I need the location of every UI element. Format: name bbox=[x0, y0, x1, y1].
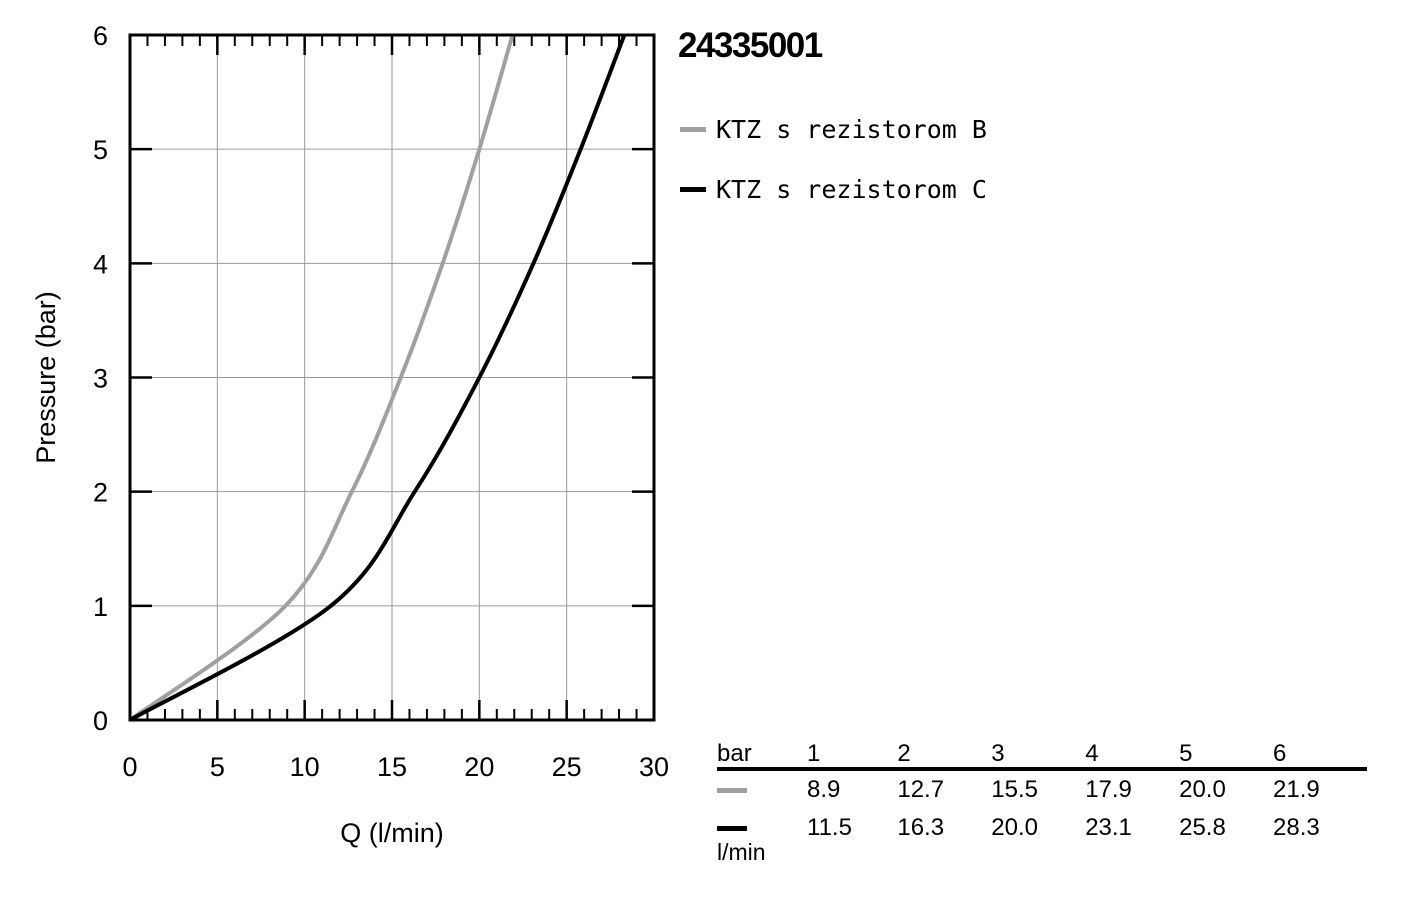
flow-unit-label: l/min bbox=[717, 839, 766, 865]
header-cell-unit: bar bbox=[717, 740, 807, 771]
row-swatch-b bbox=[717, 769, 807, 809]
table-row: 11.5 16.3 20.0 23.1 25.8 28.3 bbox=[717, 809, 1367, 847]
table-cell: 21.9 bbox=[1273, 776, 1320, 803]
x-tick-label: 20 bbox=[464, 752, 494, 782]
y-tick-label: 2 bbox=[93, 478, 108, 508]
series-line-c bbox=[129, 34, 627, 722]
flow-table: bar 1 2 3 4 5 6 8.9 12.7 15.5 17.9 20.0 … bbox=[717, 740, 1367, 847]
x-tick-label: 30 bbox=[639, 752, 669, 782]
table-cell: 20.0 bbox=[1179, 776, 1226, 803]
table-cell: 28.3 bbox=[1273, 814, 1320, 841]
chart-series bbox=[128, 34, 627, 722]
table-cell: 15.5 bbox=[991, 776, 1038, 803]
header-cell-3: 3 bbox=[991, 740, 1086, 771]
x-tick-label: 25 bbox=[552, 752, 582, 782]
x-tick-label: 10 bbox=[290, 752, 320, 782]
y-tick-label: 4 bbox=[93, 249, 108, 279]
chart-tick-labels: 0 5 10 15 20 25 30 0 1 2 3 4 5 6 bbox=[93, 21, 669, 782]
header-cell-6: 6 bbox=[1273, 740, 1367, 771]
y-tick-label: 5 bbox=[93, 135, 108, 165]
chart-title: 24335001 bbox=[678, 26, 823, 65]
y-tick-label: 1 bbox=[93, 592, 108, 622]
row-swatch-c bbox=[717, 809, 807, 847]
header-cell-2: 2 bbox=[897, 740, 992, 771]
table-cell: 23.1 bbox=[1085, 814, 1132, 841]
x-axis-label: Q (l/min) bbox=[340, 818, 444, 848]
table-cell: 25.8 bbox=[1179, 814, 1226, 841]
legend-swatch-c bbox=[680, 186, 706, 192]
table-cell: 20.0 bbox=[991, 814, 1038, 841]
y-tick-label: 6 bbox=[93, 21, 108, 51]
legend-label-b: KTZ s rezistorom B bbox=[716, 114, 987, 144]
legend-label-c: KTZ s rezistorom C bbox=[716, 174, 987, 204]
x-tick-label: 5 bbox=[210, 752, 225, 782]
plot-frame bbox=[128, 33, 656, 722]
table-cell: 17.9 bbox=[1085, 776, 1132, 803]
x-tick-label: 15 bbox=[377, 752, 407, 782]
legend-item-c: KTZ s rezistorom C bbox=[680, 172, 987, 206]
y-tick-label: 3 bbox=[93, 364, 108, 394]
header-cell-1: 1 bbox=[807, 740, 898, 771]
flow-table-header: bar 1 2 3 4 5 6 bbox=[717, 740, 1367, 771]
table-cell: 11.5 bbox=[807, 814, 852, 841]
y-tick-label: 0 bbox=[93, 706, 108, 736]
header-cell-5: 5 bbox=[1179, 740, 1274, 771]
table-cell: 12.7 bbox=[897, 776, 945, 803]
x-tick-label: 0 bbox=[122, 752, 137, 782]
table-cell: 8.9 bbox=[807, 776, 841, 803]
table-row: 8.9 12.7 15.5 17.9 20.0 21.9 bbox=[717, 769, 1367, 809]
legend-item-b: KTZ s rezistorom B bbox=[680, 112, 987, 146]
chart-grid bbox=[130, 35, 654, 720]
table-cell: 16.3 bbox=[897, 814, 945, 841]
header-cell-4: 4 bbox=[1085, 740, 1180, 771]
pressure-flow-chart: 0 5 10 15 20 25 30 0 1 2 3 4 5 6 Q (l/min) Pressure (… bbox=[31, 21, 669, 848]
legend-swatch-b bbox=[680, 126, 706, 132]
table-swatch-b bbox=[717, 788, 747, 794]
table-swatch-c bbox=[717, 826, 747, 832]
legend: KTZ s rezistorom B KTZ s rezistorom C bbox=[680, 112, 987, 232]
y-axis-label: Pressure (bar) bbox=[31, 291, 61, 464]
series-line-b bbox=[128, 34, 515, 722]
